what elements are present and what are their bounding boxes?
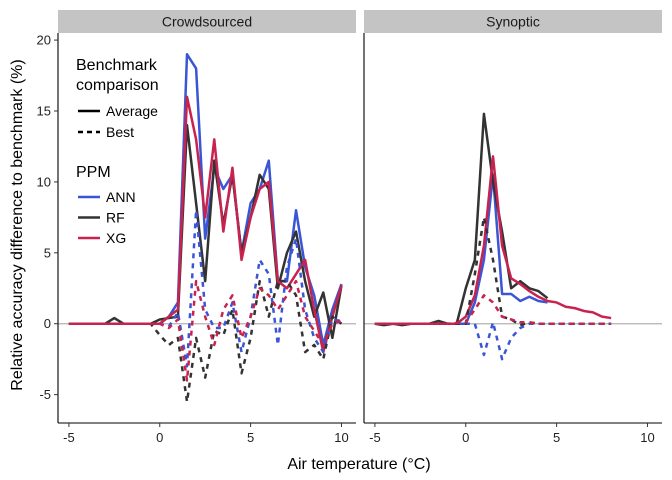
x-tick-label: -5 <box>63 430 75 445</box>
y-tick-label: 5 <box>44 245 51 260</box>
legend-title-benchmark-comparison: Benchmark <box>76 57 158 74</box>
y-tick-label: -5 <box>39 387 51 402</box>
series-line-rf-average <box>374 112 549 327</box>
facet-strip-label: Synoptic <box>486 14 540 30</box>
legend: Benchmark comparison Average Best PPM ANN RF XG <box>76 57 159 246</box>
y-axis-title: Relative accuracy difference to benchmar… <box>9 59 26 390</box>
x-tick-label: 5 <box>247 430 254 445</box>
facet-strip-label: Crowdsourced <box>162 14 252 30</box>
series-line-xg-best <box>374 294 612 325</box>
facet-strip <box>364 10 662 33</box>
x-tick-label: 5 <box>553 430 560 445</box>
panel-synoptic: Synoptic -5 0 5 10 <box>363 10 662 445</box>
series-line-rf-best <box>68 279 343 403</box>
legend-label-best: Best <box>106 124 134 140</box>
series-line-xg-average <box>68 95 343 354</box>
series-line-ann-best <box>68 209 342 368</box>
chart-panels: Crowdsourced -5 0 5 10 Synoptic -5 0 5 10 <box>57 10 662 445</box>
x-tick-label: 0 <box>462 430 469 445</box>
series-line-ann-best <box>374 321 612 361</box>
legend-title-ppm: PPM <box>76 164 111 181</box>
x-tick-label: -5 <box>369 430 381 445</box>
y-axis: -5 0 5 10 15 20 <box>37 33 58 402</box>
x-tick-label: 10 <box>640 430 654 445</box>
x-tick-label: 10 <box>334 430 348 445</box>
y-tick-label: 0 <box>44 316 51 331</box>
legend-title-benchmark-comparison: comparison <box>76 77 159 94</box>
y-tick-label: 10 <box>37 174 51 189</box>
series-line-xg-average <box>374 155 612 325</box>
legend-label-rf: RF <box>106 210 125 226</box>
y-tick-label: 15 <box>37 104 51 119</box>
legend-label-xg: XG <box>106 230 126 246</box>
x-tick-label: 0 <box>156 430 163 445</box>
legend-label-ann: ANN <box>106 189 136 205</box>
y-tick-label: 20 <box>37 33 51 48</box>
series-line-xg-best <box>68 279 342 382</box>
x-axis-title: Air temperature (°C) <box>287 456 430 473</box>
legend-label-average: Average <box>106 103 158 119</box>
panel-crowdsourced: Crowdsourced -5 0 5 10 <box>57 10 356 445</box>
facet-strip <box>58 10 356 33</box>
